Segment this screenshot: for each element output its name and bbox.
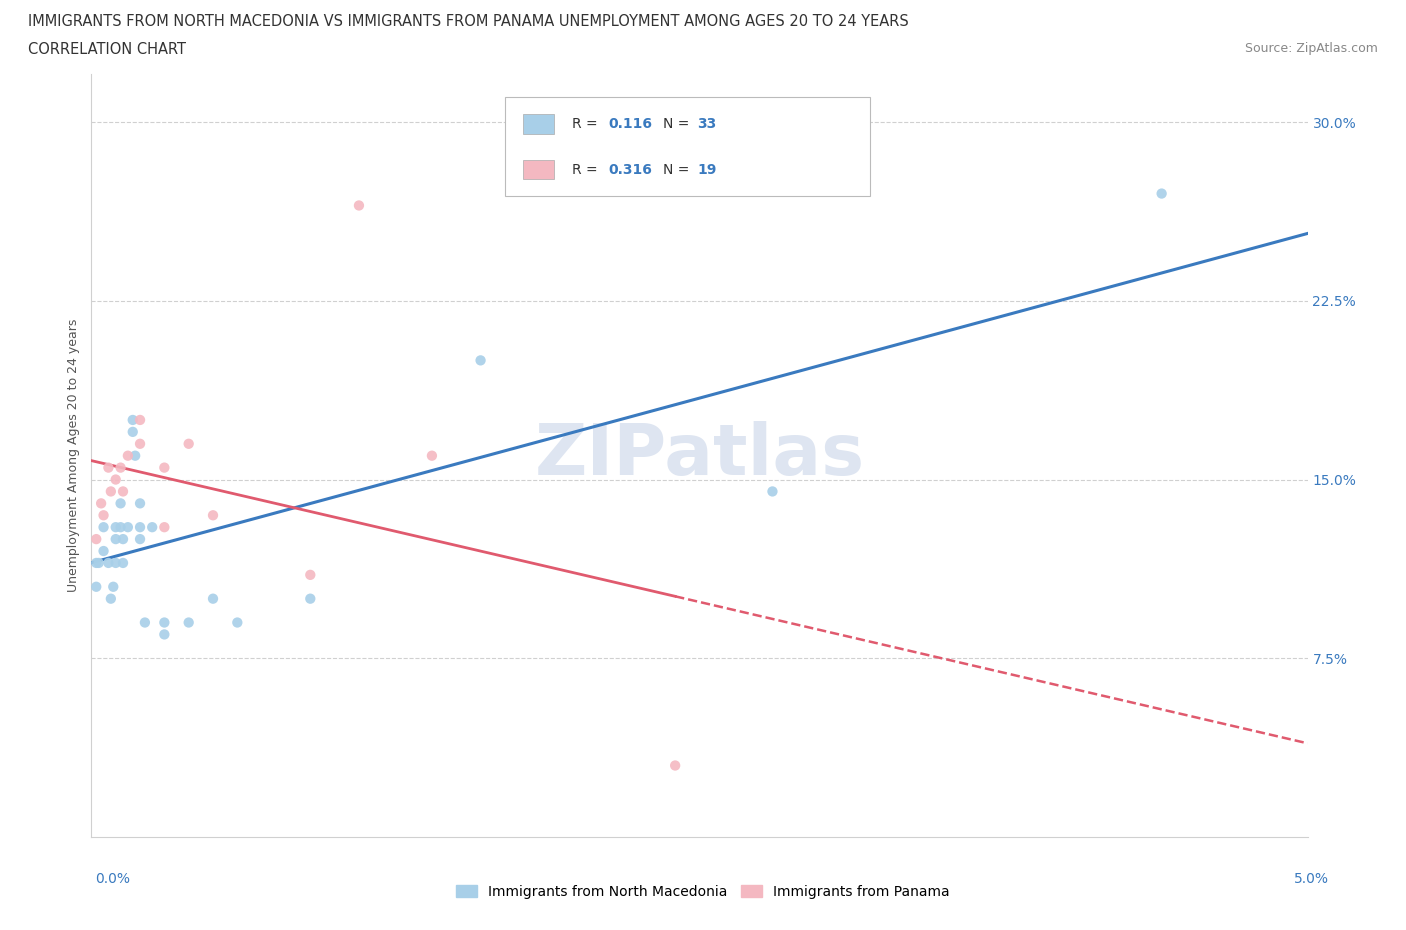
- Point: [117, 448, 139, 463]
- Text: 33: 33: [697, 117, 716, 131]
- Point: [153, 627, 176, 642]
- Point: [761, 484, 783, 498]
- Point: [111, 484, 134, 498]
- Point: [1150, 186, 1173, 201]
- Point: [470, 352, 492, 367]
- Point: [134, 615, 156, 630]
- Point: [100, 484, 122, 498]
- Point: [97, 555, 120, 570]
- Point: [177, 615, 200, 630]
- Y-axis label: Unemployment Among Ages 20 to 24 years: Unemployment Among Ages 20 to 24 years: [67, 319, 80, 592]
- Point: [90, 496, 112, 511]
- Point: [299, 591, 322, 606]
- Point: [87, 555, 110, 570]
- Text: Source: ZipAtlas.com: Source: ZipAtlas.com: [1244, 42, 1378, 55]
- Point: [129, 520, 152, 535]
- Point: [129, 436, 152, 451]
- Point: [84, 532, 107, 547]
- Point: [110, 496, 132, 511]
- Point: [202, 508, 225, 523]
- Point: [347, 198, 370, 213]
- Text: CORRELATION CHART: CORRELATION CHART: [28, 42, 186, 57]
- Point: [299, 567, 322, 582]
- Point: [93, 508, 115, 523]
- Point: [103, 579, 125, 594]
- Text: 5.0%: 5.0%: [1294, 871, 1329, 886]
- FancyBboxPatch shape: [523, 114, 554, 134]
- Text: 0.116: 0.116: [609, 117, 652, 131]
- Text: 0.0%: 0.0%: [96, 871, 131, 886]
- Point: [153, 615, 176, 630]
- Point: [93, 543, 115, 558]
- Text: IMMIGRANTS FROM NORTH MACEDONIA VS IMMIGRANTS FROM PANAMA UNEMPLOYMENT AMONG AGE: IMMIGRANTS FROM NORTH MACEDONIA VS IMMIG…: [28, 14, 908, 29]
- FancyBboxPatch shape: [505, 98, 870, 196]
- Point: [117, 520, 139, 535]
- Point: [141, 520, 163, 535]
- Point: [84, 555, 107, 570]
- Point: [129, 413, 152, 428]
- Point: [664, 758, 686, 773]
- Text: 0.316: 0.316: [609, 163, 652, 177]
- Point: [110, 460, 132, 475]
- Point: [124, 448, 146, 463]
- Point: [226, 615, 249, 630]
- Point: [129, 496, 152, 511]
- Point: [111, 532, 134, 547]
- Point: [153, 520, 176, 535]
- Point: [121, 424, 143, 439]
- Point: [104, 520, 127, 535]
- Point: [420, 448, 443, 463]
- FancyBboxPatch shape: [523, 160, 554, 179]
- Point: [104, 472, 127, 487]
- Point: [97, 460, 120, 475]
- Point: [121, 413, 143, 428]
- Point: [104, 555, 127, 570]
- Point: [110, 520, 132, 535]
- Legend: Immigrants from North Macedonia, Immigrants from Panama: Immigrants from North Macedonia, Immigra…: [450, 880, 956, 905]
- Point: [202, 591, 225, 606]
- Point: [129, 532, 152, 547]
- Text: R =: R =: [572, 117, 602, 131]
- Point: [111, 555, 134, 570]
- Text: R =: R =: [572, 163, 602, 177]
- Text: 19: 19: [697, 163, 717, 177]
- Point: [93, 520, 115, 535]
- Text: N =: N =: [664, 117, 693, 131]
- Point: [177, 436, 200, 451]
- Point: [100, 591, 122, 606]
- Point: [84, 579, 107, 594]
- Point: [104, 532, 127, 547]
- Point: [153, 460, 176, 475]
- Text: N =: N =: [664, 163, 693, 177]
- Text: ZIPatlas: ZIPatlas: [534, 421, 865, 490]
